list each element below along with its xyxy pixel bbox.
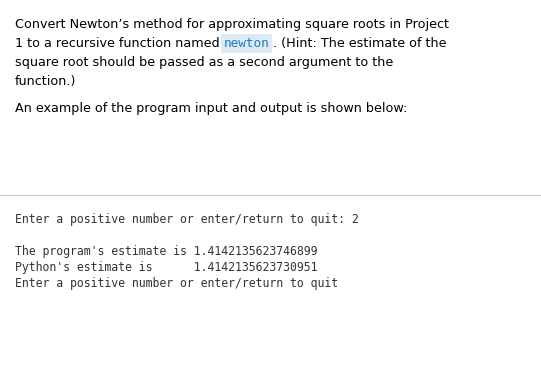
Text: Python's estimate is      1.4142135623730951: Python's estimate is 1.4142135623730951 [15,261,318,274]
Text: An example of the program input and output is shown below:: An example of the program input and outp… [15,102,407,115]
Text: square root should be passed as a second argument to the: square root should be passed as a second… [15,56,393,69]
Text: function.): function.) [15,75,76,88]
Text: . (Hint: The estimate of the: . (Hint: The estimate of the [269,37,447,50]
Text: Convert Newton’s method for approximating square roots in Project: Convert Newton’s method for approximatin… [15,18,449,31]
Text: newton: newton [223,37,269,50]
Text: 1 to a recursive function named: 1 to a recursive function named [15,37,223,50]
Text: Enter a positive number or enter/return to quit: 2: Enter a positive number or enter/return … [15,213,359,226]
Text: Enter a positive number or enter/return to quit: Enter a positive number or enter/return … [15,277,338,290]
Text: The program's estimate is 1.4142135623746899: The program's estimate is 1.414213562374… [15,245,318,258]
